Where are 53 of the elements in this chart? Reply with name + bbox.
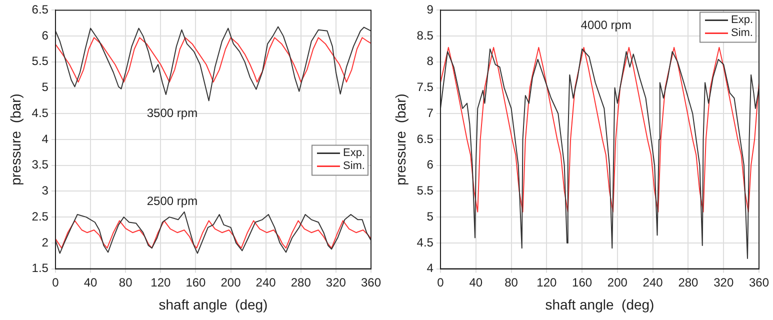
x-tick-label: 200 [220, 275, 242, 290]
y-tick-label: 1.5 [32, 261, 49, 276]
y-tick-label: 2 [42, 235, 49, 250]
y-tick-label: 4 [426, 261, 434, 276]
x-tick-label: 360 [748, 275, 770, 290]
x-tick-label: 280 [678, 275, 699, 290]
y-tick-label: 5 [426, 209, 434, 224]
x-tick-label: 40 [84, 275, 98, 290]
x-tick-label: 360 [360, 275, 382, 290]
y-tick-label: 2.5 [32, 209, 49, 224]
x-tick-label: 200 [607, 275, 628, 290]
x-tick-label: 80 [504, 275, 518, 290]
legend-label: Exp. [730, 14, 754, 26]
x-axis-title: shaft angle (deg) [158, 296, 268, 312]
x-tick-label: 320 [714, 275, 734, 290]
y-tick-label: 3.5 [32, 158, 49, 172]
y-tick-label: 7.5 [416, 80, 434, 94]
legend-label: Sim. [342, 160, 365, 172]
y-tick-label: 4.5 [416, 235, 434, 250]
annotation: 4000 rpm [580, 18, 632, 32]
y-tick-label: 8.5 [416, 28, 434, 42]
y-tick-label: 6 [42, 28, 49, 42]
y-axis-title: pressure (bar) [7, 94, 24, 186]
y-axis-title: pressure (bar) [392, 94, 408, 186]
y-tick-label: 6.5 [32, 2, 49, 17]
x-tick-label: 280 [290, 275, 312, 290]
x-tick-label: 160 [186, 275, 206, 290]
y-tick-label: 5.5 [416, 184, 434, 198]
x-tick-label: 240 [256, 275, 276, 290]
y-tick-label: 3 [42, 184, 49, 198]
legend-label: Sim. [730, 27, 753, 40]
x-tick-label: 40 [469, 275, 483, 290]
x-tick-label: 0 [437, 275, 444, 290]
y-tick-label: 9 [426, 2, 434, 17]
annotation: 2500 rpm [146, 194, 198, 208]
legend-label: Exp. [342, 147, 366, 160]
x-tick-label: 80 [118, 275, 133, 290]
y-tick-label: 6 [426, 158, 434, 172]
x-tick-label: 240 [642, 275, 664, 290]
y-tick-label: 6.5 [416, 132, 434, 146]
x-tick-label: 160 [572, 275, 592, 290]
annotation: 3500 rpm [146, 106, 198, 120]
y-tick-label: 4 [42, 132, 49, 146]
y-tick-label: 7 [426, 106, 434, 120]
x-tick-label: 320 [326, 275, 346, 290]
y-tick-label: 5 [42, 80, 49, 94]
x-tick-label: 120 [150, 275, 171, 290]
y-tick-label: 8 [426, 54, 434, 68]
y-tick-label: 5.5 [32, 54, 49, 68]
x-axis-title: shaft angle (deg) [545, 296, 654, 312]
x-tick-label: 0 [52, 275, 60, 290]
x-tick-label: 120 [536, 275, 557, 290]
y-tick-label: 4.5 [32, 106, 49, 120]
